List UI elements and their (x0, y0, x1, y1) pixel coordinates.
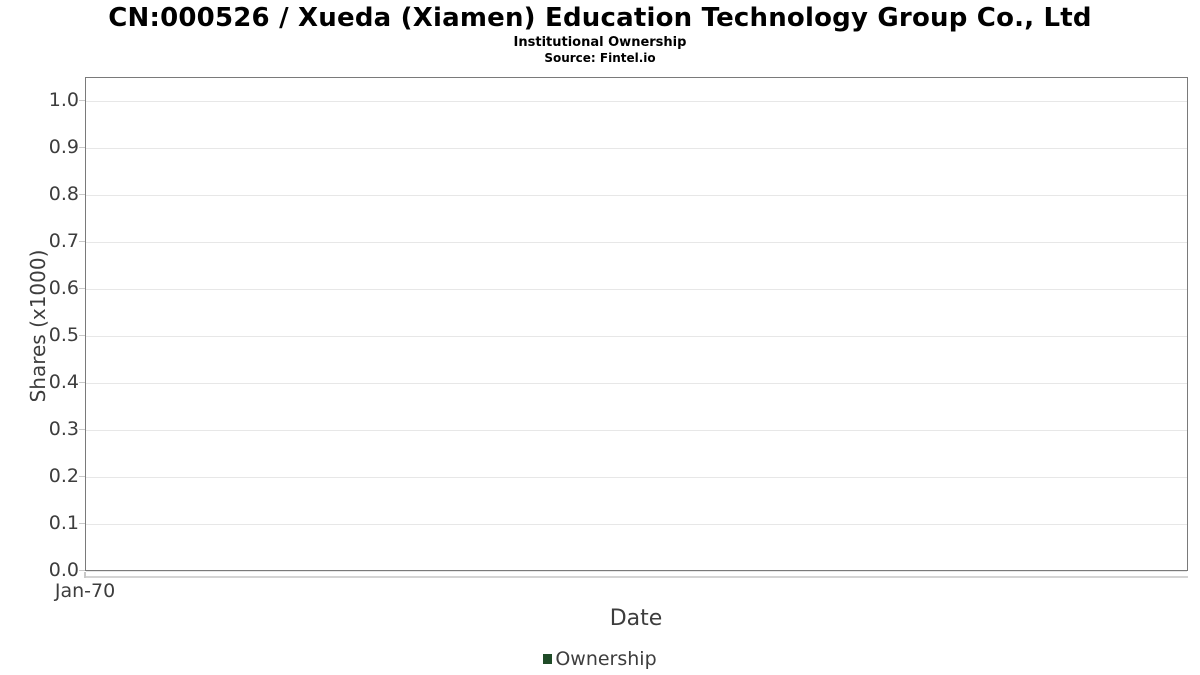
y-tick-mark-0.6 (79, 288, 85, 289)
x-tick-mark (84, 572, 86, 578)
legend-swatch-ownership (543, 654, 553, 664)
y-tick-label-0.7: 0.7 (48, 230, 79, 252)
y-tick-mark-0.5 (79, 335, 85, 336)
gridline-0.2 (86, 477, 1187, 478)
plot-area (85, 77, 1188, 572)
x-axis-line (85, 576, 1188, 578)
gridline-0.9 (86, 148, 1187, 149)
y-tick-label-0.0: 0.0 (48, 559, 79, 581)
y-tick-mark-0.4 (79, 382, 85, 383)
legend-label-ownership: Ownership (555, 648, 657, 670)
y-tick-label-0.1: 0.1 (48, 512, 79, 534)
y-axis-tick-labels: 0.0 0.1 0.2 0.3 0.4 0.5 0.6 0.7 0.8 0.9 1.0 (0, 0, 79, 675)
gridline-0.5 (86, 336, 1187, 337)
y-tick-mark-0.8 (79, 194, 85, 195)
gridline-1.0 (86, 101, 1187, 102)
y-tick-label-0.6: 0.6 (48, 277, 79, 299)
y-tick-mark-0.1 (79, 523, 85, 524)
y-tick-mark-0.3 (79, 429, 85, 430)
y-tick-label-0.2: 0.2 (48, 465, 79, 487)
y-tick-mark-0.2 (79, 476, 85, 477)
gridline-0.0 (86, 571, 1187, 572)
chart-source: Source: Fintel.io (544, 51, 656, 65)
y-tick-label-1.0: 1.0 (48, 89, 79, 111)
y-tick-mark-0.0 (79, 570, 85, 571)
gridline-0.4 (86, 383, 1187, 384)
gridline-0.6 (86, 289, 1187, 290)
y-tick-mark-0.7 (79, 241, 85, 242)
x-axis-title: Date (609, 606, 663, 631)
chart-title: CN:000526 / Xueda (Xiamen) Education Tec… (108, 3, 1092, 33)
y-tick-mark-1.0 (79, 100, 85, 101)
y-tick-label-0.4: 0.4 (48, 371, 79, 393)
y-tick-label-0.3: 0.3 (48, 418, 79, 440)
gridline-0.3 (86, 430, 1187, 431)
y-tick-mark-0.9 (79, 147, 85, 148)
gridline-0.1 (86, 524, 1187, 525)
y-tick-label-0.5: 0.5 (48, 324, 79, 346)
y-tick-label-0.8: 0.8 (48, 183, 79, 205)
chart-subtitle: Institutional Ownership (513, 35, 687, 50)
x-tick-label: Jan-70 (54, 580, 116, 602)
gridline-0.8 (86, 195, 1187, 196)
gridline-0.7 (86, 242, 1187, 243)
y-tick-label-0.9: 0.9 (48, 136, 79, 158)
legend: Ownership (0, 646, 1200, 672)
